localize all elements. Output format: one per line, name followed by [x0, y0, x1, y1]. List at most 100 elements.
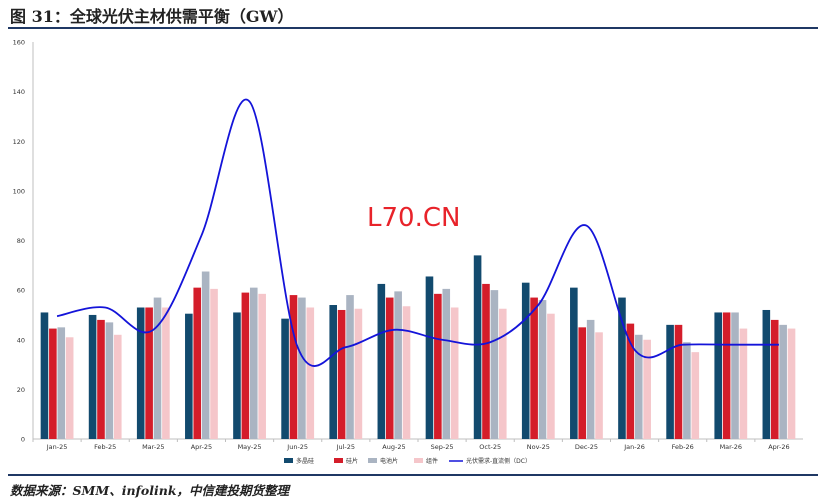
- bar: [450, 307, 459, 439]
- bar: [113, 334, 122, 439]
- bar: [434, 293, 442, 439]
- bar: [233, 312, 241, 439]
- y-tick-label: 40: [17, 336, 25, 344]
- bar: [105, 322, 114, 439]
- bar: [136, 307, 145, 439]
- bar: [298, 297, 306, 439]
- watermark-text: L70.CN: [367, 203, 461, 233]
- bar: [377, 283, 386, 439]
- title-rule: [8, 27, 818, 29]
- figure-title: 图 31：全球光伏主材供需平衡（GW）: [10, 7, 294, 26]
- bar: [442, 288, 451, 439]
- bar: [521, 282, 530, 439]
- y-tick-label: 0: [21, 436, 25, 444]
- bar: [739, 328, 748, 439]
- bar: [425, 276, 434, 439]
- bar: [337, 309, 346, 439]
- bar: [530, 297, 538, 439]
- bar: [329, 305, 338, 439]
- bar: [787, 328, 796, 439]
- bar: [153, 297, 162, 439]
- bar: [714, 312, 723, 439]
- x-tick-label: Feb-25: [94, 443, 116, 451]
- bar: [185, 313, 193, 439]
- bar: [241, 292, 250, 439]
- bar: [586, 319, 595, 439]
- x-tick-label: Aug-25: [382, 443, 405, 451]
- legend-label: 组件: [426, 457, 438, 465]
- legend-label: 多晶硅: [296, 457, 314, 465]
- bar: [666, 324, 674, 439]
- source-rule: [8, 474, 818, 476]
- x-tick-label: Jul-25: [336, 443, 355, 451]
- bar: [490, 290, 499, 439]
- bar: [57, 327, 66, 439]
- x-tick-label: Dec-25: [575, 443, 598, 451]
- bar: [193, 287, 202, 439]
- legend-label: 硅片: [346, 457, 358, 465]
- bar: [65, 337, 74, 439]
- bar: [634, 334, 643, 439]
- legend-swatch: [368, 458, 377, 463]
- legend-label: 光伏需求-直流侧（DC）: [466, 457, 531, 465]
- bar: [97, 319, 105, 439]
- bar: [289, 295, 298, 439]
- y-tick-label: 160: [13, 39, 25, 47]
- legend-swatch: [284, 458, 293, 463]
- bar: [498, 308, 507, 439]
- x-tick-label: Jan-26: [623, 443, 645, 451]
- axis-layer: 0 20 40 60 80 100 120 140 160 Jan-25 Feb-25 Mar-25 A…: [13, 39, 803, 451]
- supply-demand-chart: 0 20 40 60 80 100 120 140 160 Jan-25 Feb-25 Mar-25 A…: [13, 39, 803, 465]
- bar: [354, 308, 363, 439]
- bar: [145, 307, 153, 439]
- demand-series-line: [56, 98, 779, 367]
- x-tick-label: Oct-25: [479, 443, 501, 451]
- bar: [49, 328, 57, 439]
- x-tick-label: Jan-25: [46, 443, 68, 451]
- bar: [40, 312, 49, 439]
- bar: [249, 287, 258, 439]
- legend-swatch: [414, 458, 423, 463]
- bar: [346, 295, 354, 439]
- x-tick-label: May-25: [238, 443, 262, 451]
- bar: [626, 323, 635, 439]
- x-tick-label: Apr-26: [768, 443, 789, 451]
- x-tick-label: Sep-25: [431, 443, 454, 451]
- y-tick-label: 20: [17, 386, 25, 394]
- line-layer: [56, 98, 779, 367]
- bar: [570, 287, 578, 439]
- y-tick-label: 60: [17, 287, 25, 295]
- bar: [618, 297, 626, 439]
- x-tick-label: Feb-26: [672, 443, 694, 451]
- bar: [770, 319, 779, 439]
- bar: [722, 312, 731, 439]
- bar: [683, 342, 691, 439]
- bar: [595, 332, 603, 439]
- bar: [394, 291, 402, 439]
- bar: [643, 339, 651, 439]
- y-tick-label: 80: [17, 237, 25, 245]
- bar: [473, 255, 482, 439]
- chart-legend: 多晶硅 硅片 电池片 组件 光伏需求-直流侧（DC）: [284, 457, 531, 465]
- legend-label: 电池片: [380, 457, 398, 465]
- bar: [281, 318, 289, 439]
- bar: [731, 312, 739, 439]
- bar: [538, 300, 547, 439]
- bar: [385, 297, 394, 439]
- bar: [201, 271, 210, 439]
- bar: [162, 307, 170, 439]
- bar: [482, 283, 490, 439]
- data-source-note: 数据来源：SMM、infolink，中信建投期货整理: [10, 483, 289, 498]
- bar: [210, 288, 218, 439]
- bar: [258, 293, 266, 439]
- bar: [674, 324, 683, 439]
- y-tick-label: 140: [13, 88, 25, 96]
- bar: [578, 327, 587, 439]
- bar: [88, 314, 97, 439]
- bar: [547, 313, 555, 439]
- bar: [691, 352, 700, 439]
- y-tick-label: 100: [13, 187, 25, 195]
- legend-swatch: [334, 458, 343, 463]
- x-tick-label: Mar-26: [720, 443, 742, 451]
- x-tick-label: Jun-25: [286, 443, 308, 451]
